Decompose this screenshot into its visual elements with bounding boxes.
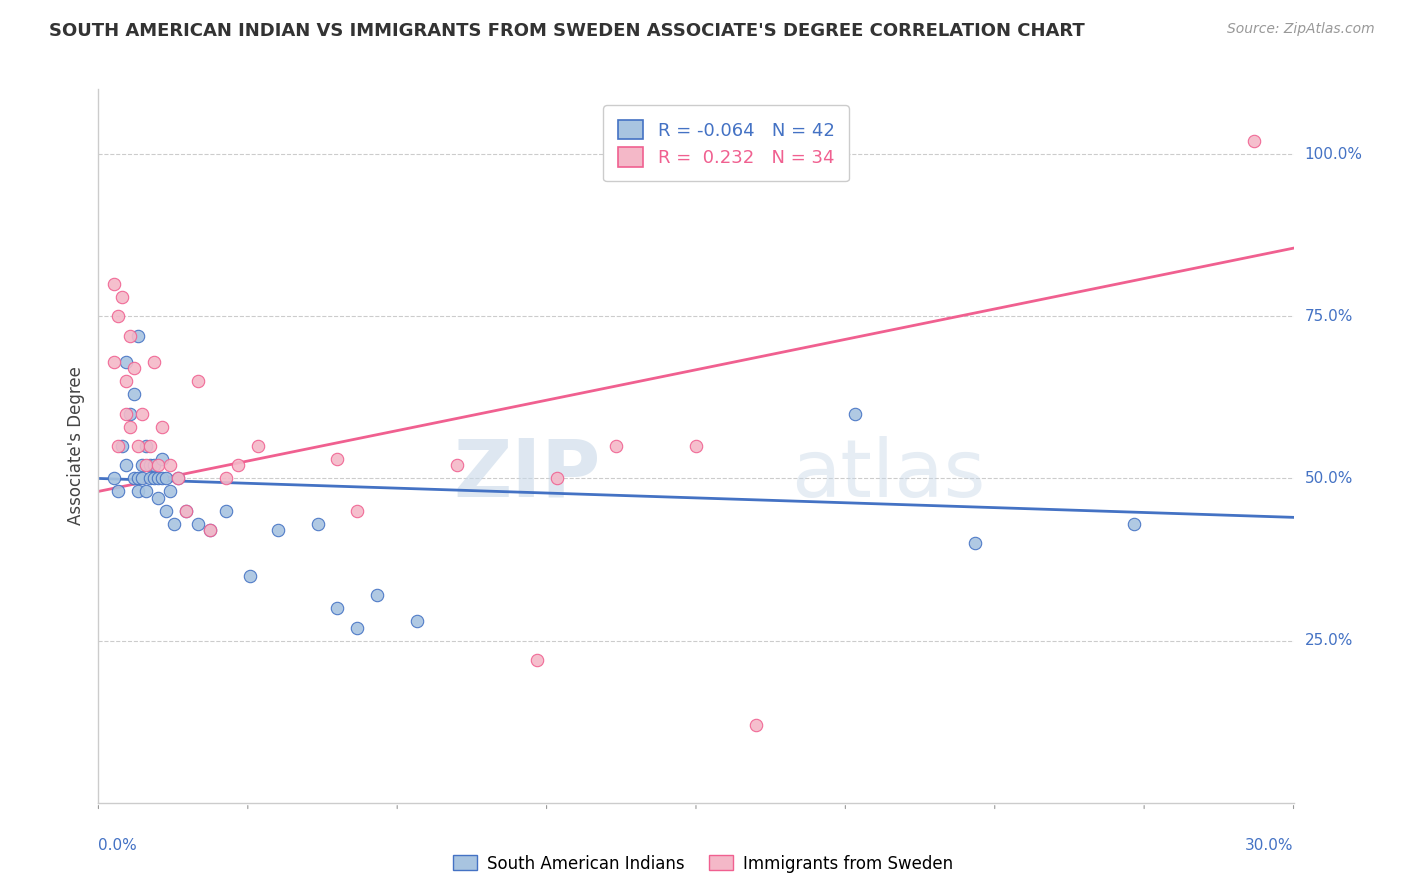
- Point: [155, 504, 177, 518]
- Point: [163, 516, 186, 531]
- Point: [155, 471, 177, 485]
- Point: [103, 354, 125, 368]
- Point: [198, 524, 221, 538]
- Point: [131, 458, 153, 473]
- Point: [135, 458, 157, 473]
- Point: [526, 653, 548, 667]
- Point: [127, 439, 149, 453]
- Point: [120, 328, 142, 343]
- Point: [107, 310, 129, 324]
- Point: [107, 439, 129, 453]
- Point: [127, 471, 149, 485]
- Point: [124, 361, 146, 376]
- Point: [139, 471, 162, 485]
- Point: [111, 290, 134, 304]
- Point: [131, 407, 153, 421]
- Point: [127, 484, 149, 499]
- Point: [148, 458, 170, 473]
- Point: [124, 471, 146, 485]
- Point: [174, 504, 197, 518]
- Text: ZIP: ZIP: [453, 435, 600, 514]
- Point: [546, 471, 568, 485]
- Point: [685, 439, 707, 453]
- Point: [135, 484, 157, 499]
- Point: [143, 458, 166, 473]
- Point: [150, 452, 173, 467]
- Point: [406, 614, 429, 628]
- Text: SOUTH AMERICAN INDIAN VS IMMIGRANTS FROM SWEDEN ASSOCIATE'S DEGREE CORRELATION C: SOUTH AMERICAN INDIAN VS IMMIGRANTS FROM…: [49, 22, 1085, 40]
- Point: [103, 277, 125, 291]
- Point: [143, 471, 166, 485]
- Point: [107, 484, 129, 499]
- Point: [1243, 134, 1265, 148]
- Point: [111, 439, 134, 453]
- Point: [187, 516, 209, 531]
- Point: [215, 504, 238, 518]
- Point: [215, 471, 238, 485]
- Point: [844, 407, 866, 421]
- Point: [267, 524, 290, 538]
- Point: [198, 524, 221, 538]
- Point: [605, 439, 627, 453]
- Text: 0.0%: 0.0%: [98, 838, 138, 854]
- Point: [446, 458, 468, 473]
- Point: [103, 471, 125, 485]
- Point: [148, 471, 170, 485]
- Point: [139, 439, 162, 453]
- Point: [745, 718, 768, 732]
- Point: [307, 516, 329, 531]
- Point: [346, 621, 368, 635]
- Point: [159, 458, 181, 473]
- Point: [159, 484, 181, 499]
- Text: 50.0%: 50.0%: [1305, 471, 1353, 486]
- Point: [187, 374, 209, 388]
- Point: [115, 407, 138, 421]
- Point: [115, 354, 138, 368]
- Point: [120, 419, 142, 434]
- Point: [139, 458, 162, 473]
- Legend: R = -0.064   N = 42, R =  0.232   N = 34: R = -0.064 N = 42, R = 0.232 N = 34: [603, 105, 849, 181]
- Point: [167, 471, 190, 485]
- Point: [143, 354, 166, 368]
- Point: [346, 504, 368, 518]
- Point: [150, 419, 173, 434]
- Text: 25.0%: 25.0%: [1305, 633, 1353, 648]
- Text: Source: ZipAtlas.com: Source: ZipAtlas.com: [1227, 22, 1375, 37]
- Text: 100.0%: 100.0%: [1305, 146, 1362, 161]
- Point: [366, 588, 388, 602]
- Point: [326, 601, 349, 615]
- Point: [226, 458, 249, 473]
- Point: [239, 568, 262, 582]
- Point: [120, 407, 142, 421]
- Point: [963, 536, 986, 550]
- Point: [246, 439, 269, 453]
- Point: [127, 328, 149, 343]
- Text: 30.0%: 30.0%: [1246, 838, 1294, 854]
- Point: [174, 504, 197, 518]
- Point: [115, 458, 138, 473]
- Point: [124, 387, 146, 401]
- Point: [167, 471, 190, 485]
- Point: [1123, 516, 1146, 531]
- Point: [135, 439, 157, 453]
- Text: atlas: atlas: [792, 435, 986, 514]
- Text: 75.0%: 75.0%: [1305, 309, 1353, 324]
- Point: [326, 452, 349, 467]
- Point: [150, 471, 173, 485]
- Point: [115, 374, 138, 388]
- Point: [131, 471, 153, 485]
- Point: [148, 491, 170, 505]
- Y-axis label: Associate's Degree: Associate's Degree: [66, 367, 84, 525]
- Legend: South American Indians, Immigrants from Sweden: South American Indians, Immigrants from …: [447, 848, 959, 880]
